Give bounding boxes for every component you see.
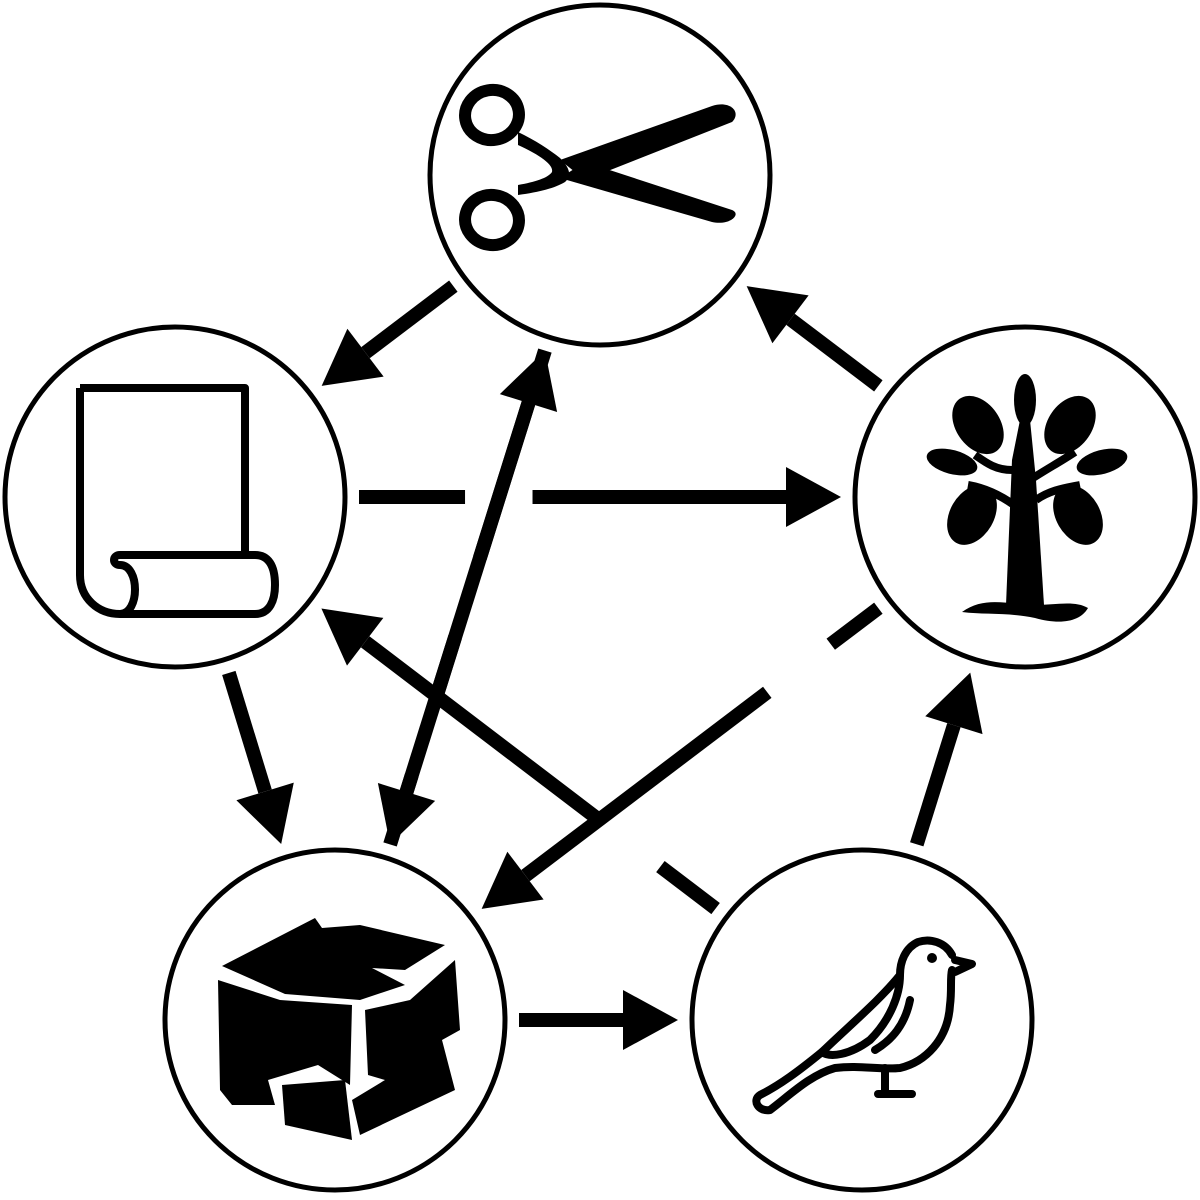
rock-icon <box>218 918 460 1140</box>
node-tree <box>852 324 1198 670</box>
edge-scissors-to-paper <box>321 280 458 386</box>
edge-shaft <box>786 313 883 392</box>
edge-shaft <box>222 670 272 794</box>
paper-scroll-icon <box>76 384 279 618</box>
edge-shaft <box>360 636 602 825</box>
arrowhead <box>481 851 544 909</box>
edge-shaft <box>359 490 466 504</box>
edge-shaft <box>656 860 720 915</box>
edge-rock-to-scissors <box>383 350 558 847</box>
arrowhead <box>321 328 384 386</box>
edge-shaft <box>361 280 458 359</box>
arrowhead <box>499 350 558 413</box>
edge-rock-to-bird <box>519 990 678 1050</box>
edge-shaft <box>532 490 786 504</box>
edge-shaft <box>429 400 536 699</box>
scissors-icon <box>459 83 736 252</box>
edge-shaft <box>910 723 961 847</box>
arrowhead <box>321 608 384 666</box>
node-rock <box>162 847 508 1193</box>
edge-paper-to-tree <box>359 467 841 527</box>
edges <box>222 280 983 1050</box>
edge-shaft <box>521 686 772 882</box>
node-bird <box>689 847 1035 1193</box>
arrowhead <box>623 990 678 1050</box>
arrowhead <box>236 782 294 845</box>
edge-tree-to-rock <box>481 602 883 909</box>
arrowhead <box>786 467 841 527</box>
node-paper <box>2 324 348 670</box>
edge-shaft <box>519 1013 623 1027</box>
edge-shaft <box>826 602 883 650</box>
bird-icon <box>752 936 976 1115</box>
arrowhead <box>925 672 983 735</box>
tree-icon <box>926 374 1128 622</box>
edge-paper-to-rock <box>222 670 294 845</box>
edge-shaft <box>383 773 419 847</box>
edge-bird-to-tree <box>910 672 983 847</box>
node-scissors <box>427 2 773 348</box>
arrowhead <box>746 286 809 344</box>
edge-bird-to-paper <box>321 608 720 915</box>
edge-tree-to-scissors <box>746 286 883 392</box>
